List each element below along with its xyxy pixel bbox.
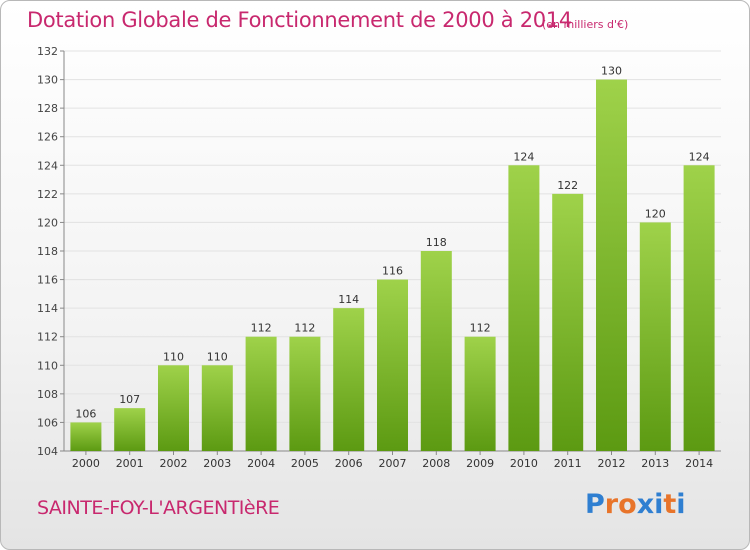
bar [377, 279, 408, 451]
logo-letter: i [654, 489, 664, 520]
bar [114, 408, 146, 451]
bars [70, 79, 715, 452]
proxiti-logo[interactable]: Proxiti [585, 489, 686, 520]
x-tick-label: 2000 [72, 457, 100, 470]
commune-name: SAINTE-FOY-L'ARGENTIèRE [37, 497, 280, 519]
x-tick-label: 2003 [203, 457, 231, 470]
data-label: 110 [207, 350, 228, 363]
x-tick-label: 2002 [160, 457, 188, 470]
data-label: 116 [382, 265, 403, 278]
x-tick-label: 2009 [466, 457, 494, 470]
data-label: 107 [119, 393, 140, 406]
y-tick-label: 126 [37, 131, 58, 144]
y-tick-label: 128 [37, 102, 58, 115]
bar [201, 365, 233, 451]
y-tick-label: 110 [37, 359, 58, 372]
y-tick-labels: 104 106 108 110 112 114 116 118 120 122 124 126 128 1… [37, 45, 58, 458]
x-tick-label: 2012 [598, 457, 626, 470]
x-tick-label: 2001 [116, 457, 144, 470]
y-tick-label: 132 [37, 45, 58, 58]
data-label: 112 [470, 322, 491, 335]
bar [333, 308, 365, 451]
x-tick-label: 2008 [422, 457, 450, 470]
x-tick-label: 2007 [379, 457, 407, 470]
data-label: 110 [163, 350, 184, 363]
logo-letter: o [618, 489, 637, 520]
data-label: 114 [338, 293, 359, 306]
chart-unit: (en milliers d'€) [542, 18, 629, 31]
bar [464, 336, 496, 451]
data-label: 124 [513, 150, 534, 163]
data-label: 112 [294, 322, 315, 335]
y-tick-label: 122 [37, 188, 58, 201]
x-tick-label: 2010 [510, 457, 538, 470]
data-label: 120 [645, 207, 666, 220]
bar [158, 365, 189, 451]
data-label: 124 [689, 150, 710, 163]
x-tick-label: 2006 [335, 457, 363, 470]
y-tick-label: 112 [37, 331, 58, 344]
bar [245, 336, 277, 451]
data-labels: 106 107 110 110 112 112 114 116 118 112 124 122 130 1… [75, 65, 709, 421]
logo-letter: r [604, 489, 619, 520]
bar [683, 165, 715, 452]
y-tick-label: 124 [37, 159, 58, 172]
data-label: 130 [601, 65, 622, 78]
x-tick-label: 2005 [291, 457, 319, 470]
y-tick-label: 118 [37, 245, 58, 258]
y-tick-label: 130 [37, 74, 58, 87]
data-label: 112 [251, 322, 272, 335]
y-tick-label: 108 [37, 388, 58, 401]
bar [639, 222, 671, 451]
y-tick-label: 114 [37, 302, 58, 315]
bar [508, 165, 540, 452]
data-label: 118 [426, 236, 447, 249]
x-tick-label: 2014 [685, 457, 713, 470]
logo-letter: x [636, 489, 655, 520]
chart-title: Dotation Globale de Fonctionnement de 20… [27, 8, 572, 32]
y-tick-label: 104 [37, 445, 58, 458]
logo-letter: P [585, 489, 605, 520]
bar [552, 193, 584, 451]
y-tick-label: 106 [37, 416, 58, 429]
x-tick-label: 2004 [247, 457, 275, 470]
y-tick-label: 120 [37, 216, 58, 229]
logo-letter: t [663, 489, 677, 520]
logo-letter: i [676, 489, 686, 520]
y-tick-label: 116 [37, 274, 58, 287]
x-tick-label: 2013 [641, 457, 669, 470]
bar [596, 79, 627, 452]
x-tick-label: 2011 [554, 457, 582, 470]
data-label: 122 [557, 179, 578, 192]
bar [70, 422, 102, 451]
bar [289, 336, 321, 451]
x-tick-labels: 2000 2001 2002 2003 2004 2005 2006 2007 2008 2009… [72, 457, 713, 470]
data-label: 106 [75, 407, 96, 420]
bar [420, 251, 452, 451]
